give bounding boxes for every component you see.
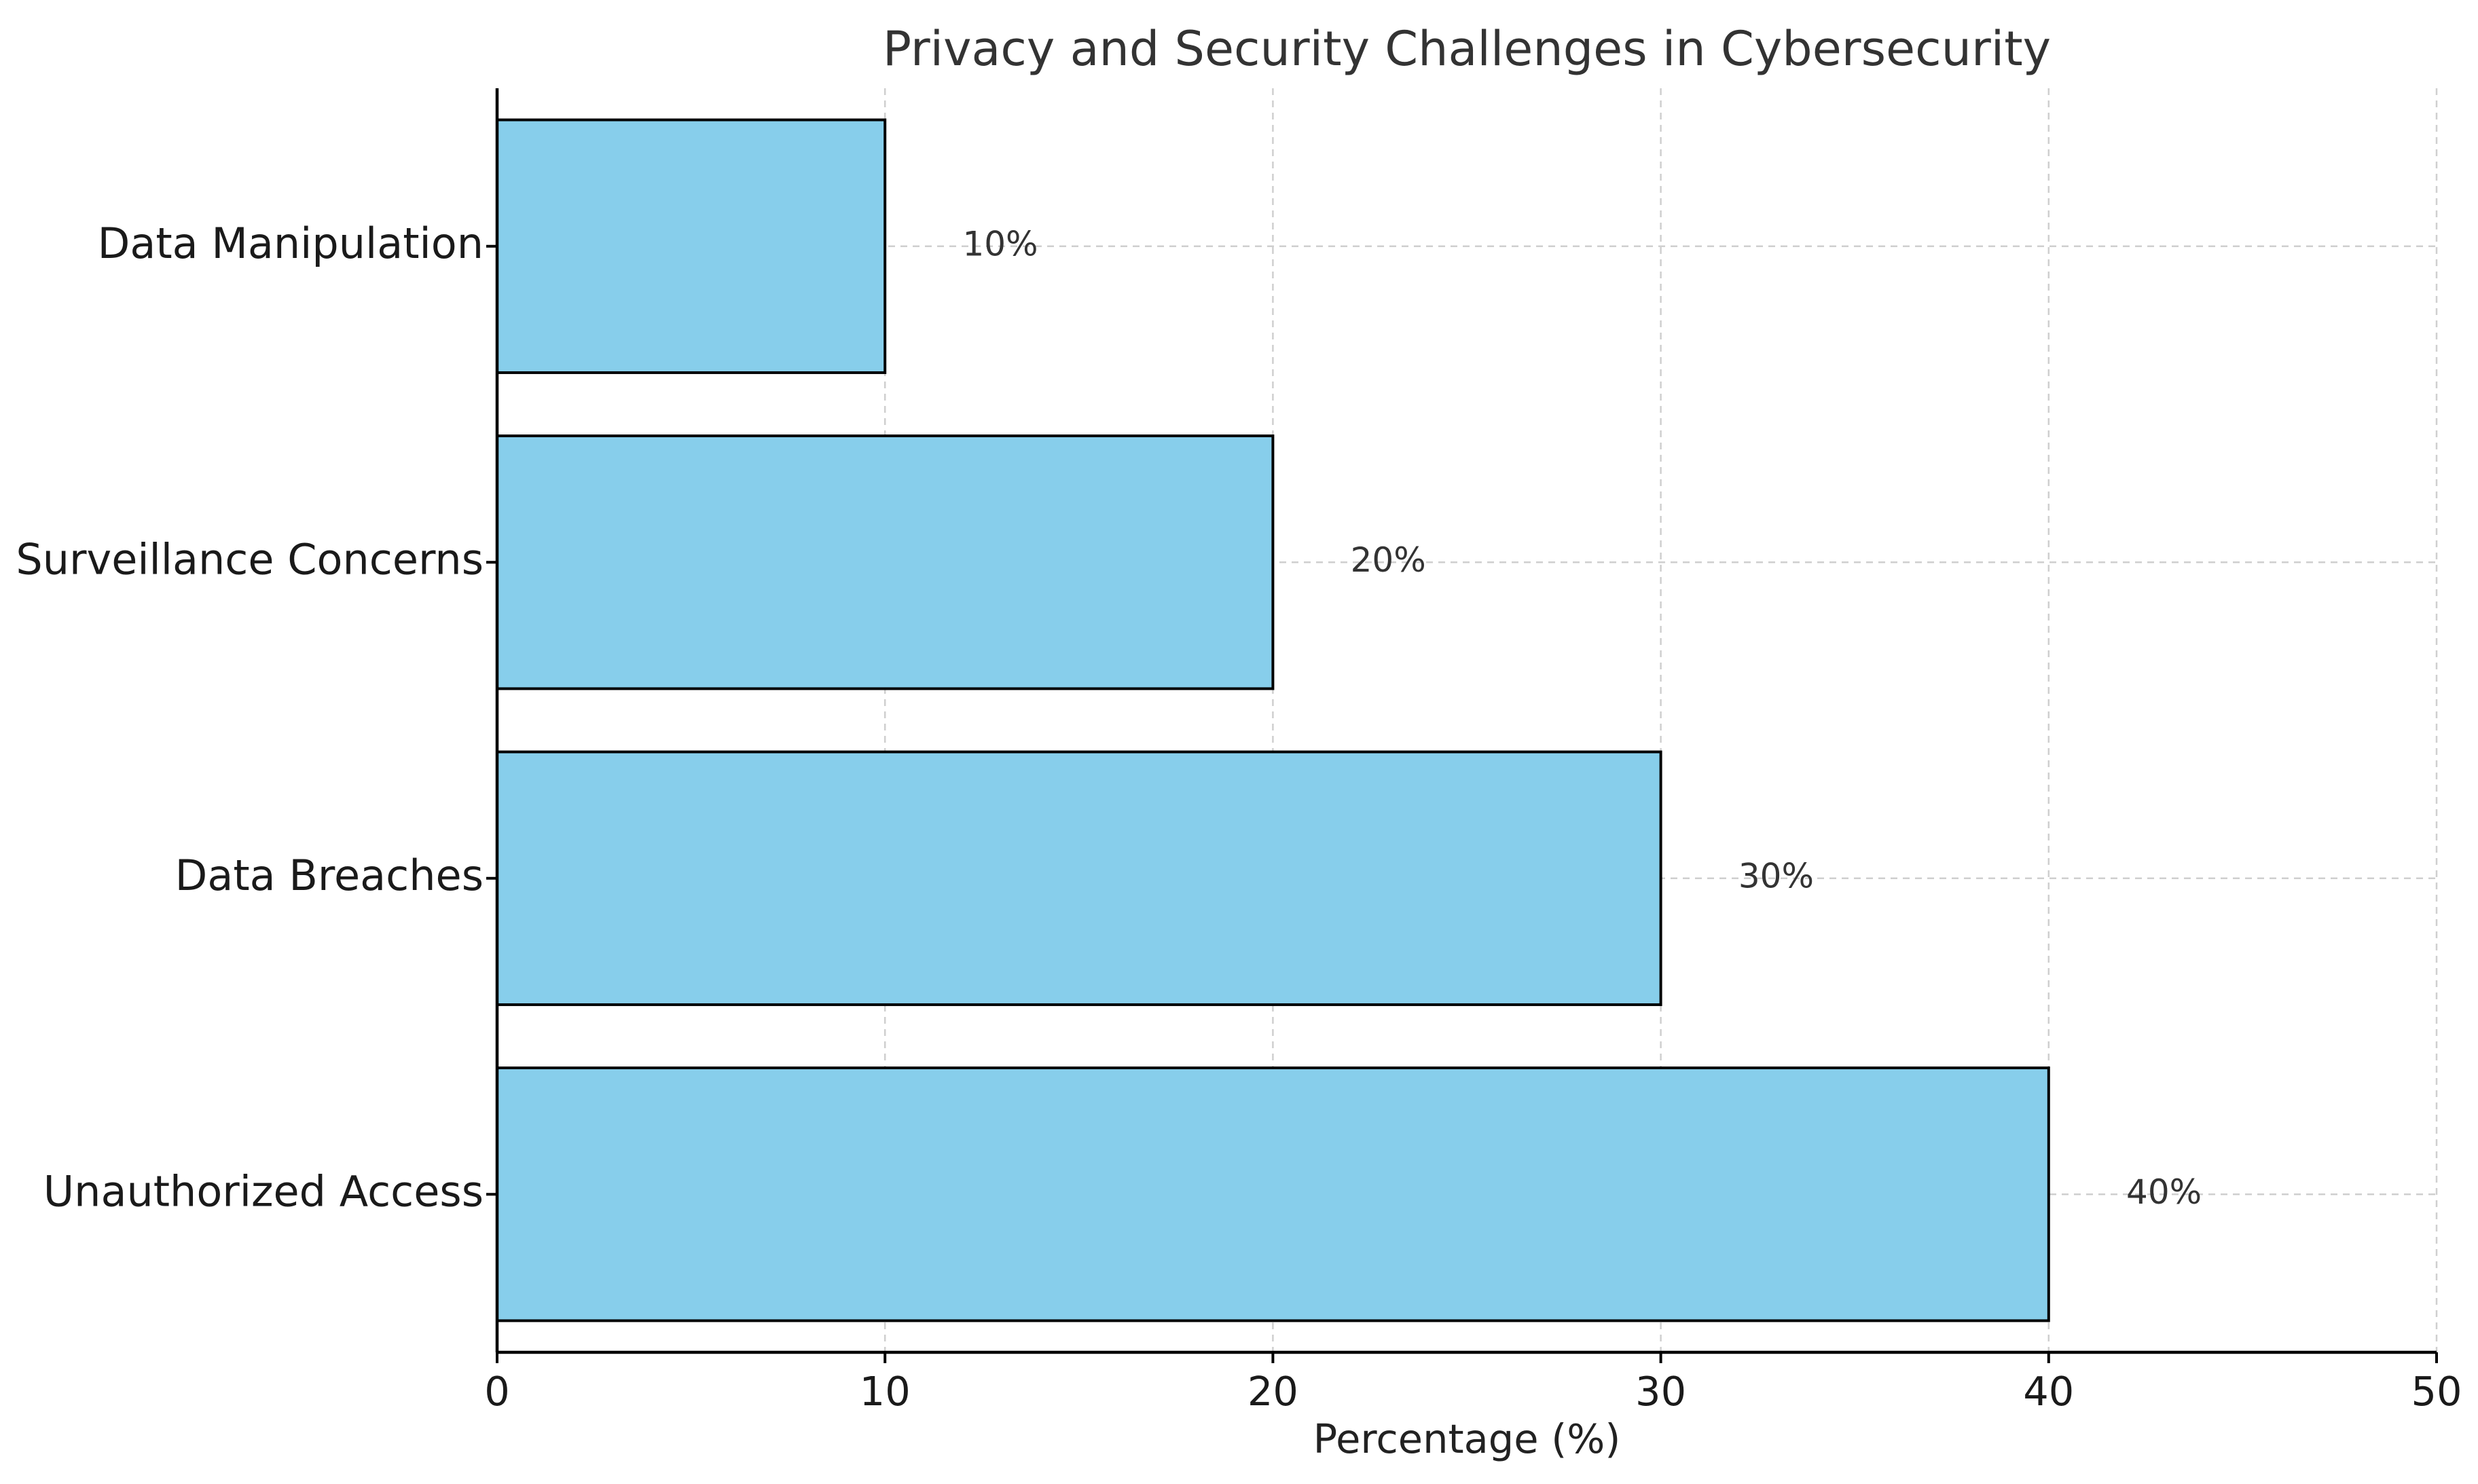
- x-tick-label-30: 30: [1635, 1368, 1686, 1415]
- bars: [496, 118, 2050, 1322]
- category-label-0: Unauthorized Access: [43, 1166, 484, 1216]
- data-label-1: 30%: [1738, 856, 1814, 895]
- data-label-2: 20%: [1351, 540, 1426, 580]
- axes: [495, 88, 2437, 1354]
- x-tick-label-50: 50: [2411, 1368, 2462, 1415]
- data-label-0: 40%: [2126, 1172, 2202, 1212]
- x-tick-label-0: 0: [484, 1368, 510, 1415]
- x-tick-label-20: 20: [1247, 1368, 1298, 1415]
- x-axis-label: Percentage (%): [1313, 1415, 1621, 1462]
- bar-3: [496, 118, 887, 374]
- bar-0: [496, 1066, 2050, 1322]
- data-labels: 40% 30% 20% 10%: [962, 224, 2202, 1212]
- bar-2: [496, 434, 1275, 690]
- category-label-3: Data Manipulation: [98, 219, 484, 268]
- y-axis-ticks: Unauthorized Access Data Breaches Surveill…: [16, 219, 497, 1216]
- category-label-1: Data Breaches: [175, 851, 484, 900]
- category-label-2: Surveillance Concerns: [16, 534, 484, 584]
- x-tick-label-40: 40: [2023, 1368, 2074, 1415]
- chart-title: Privacy and Security Challenges in Cyber…: [883, 21, 2051, 77]
- bar-1: [496, 750, 1662, 1006]
- x-axis-ticks: 0 10 20 30 40 50: [484, 1352, 2462, 1415]
- x-tick-label-10: 10: [860, 1368, 911, 1415]
- data-label-3: 10%: [962, 224, 1038, 263]
